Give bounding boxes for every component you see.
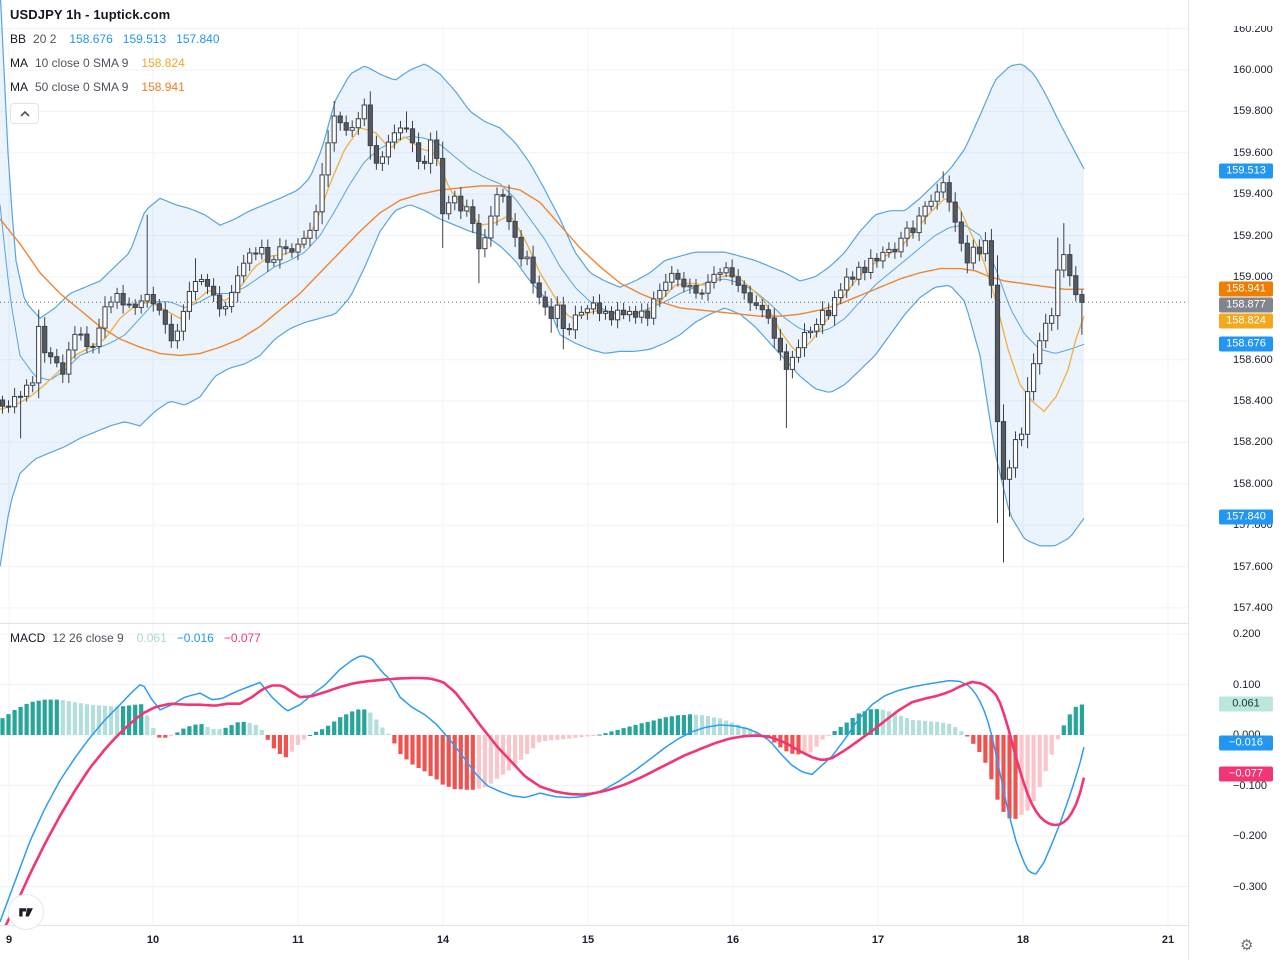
tv-glyph [19, 908, 33, 917]
time-axis-label: 9 [5, 934, 13, 946]
axis-price-badge: −0.016 [1219, 735, 1273, 751]
price-tick-label: 160.200 [1233, 26, 1273, 35]
indicator-row-bb[interactable]: BB 20 2 158.676 159.513 157.840 [10, 32, 220, 46]
price-tick-label: 159.000 [1233, 270, 1273, 283]
time-axis-label: 16 [726, 934, 740, 946]
ma50-params: 50 close 0 SMA 9 [35, 80, 129, 94]
axis-price-badge: 0.061 [1219, 696, 1273, 712]
macd-line [0, 655, 1085, 923]
time-axis-label: 18 [1016, 934, 1030, 946]
price-tick-label: 159.400 [1233, 188, 1273, 201]
main-legend: USDJPY 1h - 1uptick.com BB 20 2 158.676 1… [10, 7, 220, 124]
ma50-line [0, 185, 1085, 357]
macd-tick-label: 0.200 [1233, 628, 1261, 640]
time-axis-label: 10 [146, 934, 160, 946]
price-tick-label: 160.000 [1233, 64, 1273, 76]
macd-pane[interactable] [0, 655, 1086, 937]
bollinger-basis-line [0, 135, 1085, 381]
ma10-params: 10 close 0 SMA 9 [35, 56, 129, 70]
bollinger-lower-line [0, 204, 1085, 567]
time-axis-label: 11 [292, 934, 304, 946]
time-axis-label: 15 [581, 934, 595, 946]
axis-price-badge: 158.877 [1219, 297, 1273, 313]
price-tick-label: 159.800 [1233, 105, 1273, 118]
indicator-value: 158.676 [69, 32, 113, 46]
macd-values: 0.061 −0.016 −0.077 [137, 631, 261, 645]
ma50-name: MA [10, 80, 28, 94]
price-tick-label: 158.600 [1233, 353, 1273, 366]
macd-tick-label: 0.100 [1233, 678, 1261, 691]
price-tick-label: 159.600 [1233, 146, 1273, 159]
pane-divider[interactable] [0, 623, 1188, 624]
axis-price-badge: 159.513 [1219, 163, 1273, 179]
settings-gear-icon[interactable]: ⚙ [1240, 936, 1254, 954]
bb-values: 158.676 159.513 157.840 [69, 32, 219, 46]
price-tick-label: 158.000 [1233, 477, 1273, 490]
price-tick-label: 158.200 [1233, 436, 1273, 449]
bb-params: 20 2 [33, 32, 57, 46]
price-tick-label: 157.400 [1233, 601, 1273, 614]
axis-price-badge: 158.824 [1219, 313, 1273, 329]
indicator-row-ma50[interactable]: MA 50 close 0 SMA 9 158.941 [10, 80, 220, 94]
axis-price-badge: 157.840 [1219, 509, 1273, 525]
macd-tick-label: −0.100 [1233, 779, 1267, 792]
ma10-name: MA [10, 56, 28, 70]
indicator-value: −0.016 [176, 631, 214, 645]
price-tick-label: 157.600 [1233, 560, 1273, 573]
bollinger-upper-line [0, 0, 1085, 320]
time-axis-label: 14 [436, 934, 450, 946]
macd-tick-label: −0.300 [1233, 880, 1267, 893]
macd-legend[interactable]: MACD 12 26 close 9 0.061 −0.016 −0.077 [10, 631, 261, 645]
indicator-value: 159.513 [122, 32, 167, 46]
grid-lines [0, 26, 1188, 925]
tradingview-logo-icon[interactable] [8, 894, 44, 930]
symbol-title: USDJPY 1h - 1uptick.com [10, 7, 171, 22]
time-axis[interactable]: 9 10 11 14 15 16 17 18 21 [0, 926, 1188, 960]
ma50-value: 158.941 [141, 80, 185, 94]
time-axis-label: 17 [871, 934, 885, 946]
indicator-value: 157.840 [176, 32, 220, 46]
price-axis[interactable]: 160.200 160.000 159.800 159.600 159.400 159.2… [1188, 0, 1280, 960]
macd-params: 12 26 close 9 [52, 631, 124, 645]
indicator-row-ma10[interactable]: MA 10 close 0 SMA 9 158.824 [10, 56, 220, 70]
chevron-up-icon [19, 110, 30, 117]
macd-histogram [0, 699, 1084, 819]
bb-name: BB [10, 32, 27, 46]
collapse-legend-button[interactable] [10, 103, 39, 124]
price-pane[interactable] [0, 0, 1188, 567]
indicator-value: −0.077 [223, 631, 261, 645]
macd-tick-label: −0.200 [1233, 830, 1267, 842]
macd-name: MACD [10, 631, 46, 645]
price-tick-label: 158.400 [1233, 395, 1273, 408]
macd-signal-line [4, 676, 1086, 925]
price-tick-label: 159.200 [1233, 229, 1273, 242]
candles-layer [0, 91, 1085, 563]
axis-price-badge: −0.077 [1219, 766, 1273, 782]
time-axis-divider [0, 925, 1188, 926]
axis-price-badge: 158.676 [1219, 336, 1273, 352]
time-axis-label: 21 [1161, 934, 1175, 946]
axis-price-badge: 158.941 [1219, 281, 1273, 297]
ma10-value: 158.824 [141, 56, 185, 70]
indicator-value: 0.061 [136, 631, 167, 645]
bollinger-fill [0, 0, 1084, 567]
